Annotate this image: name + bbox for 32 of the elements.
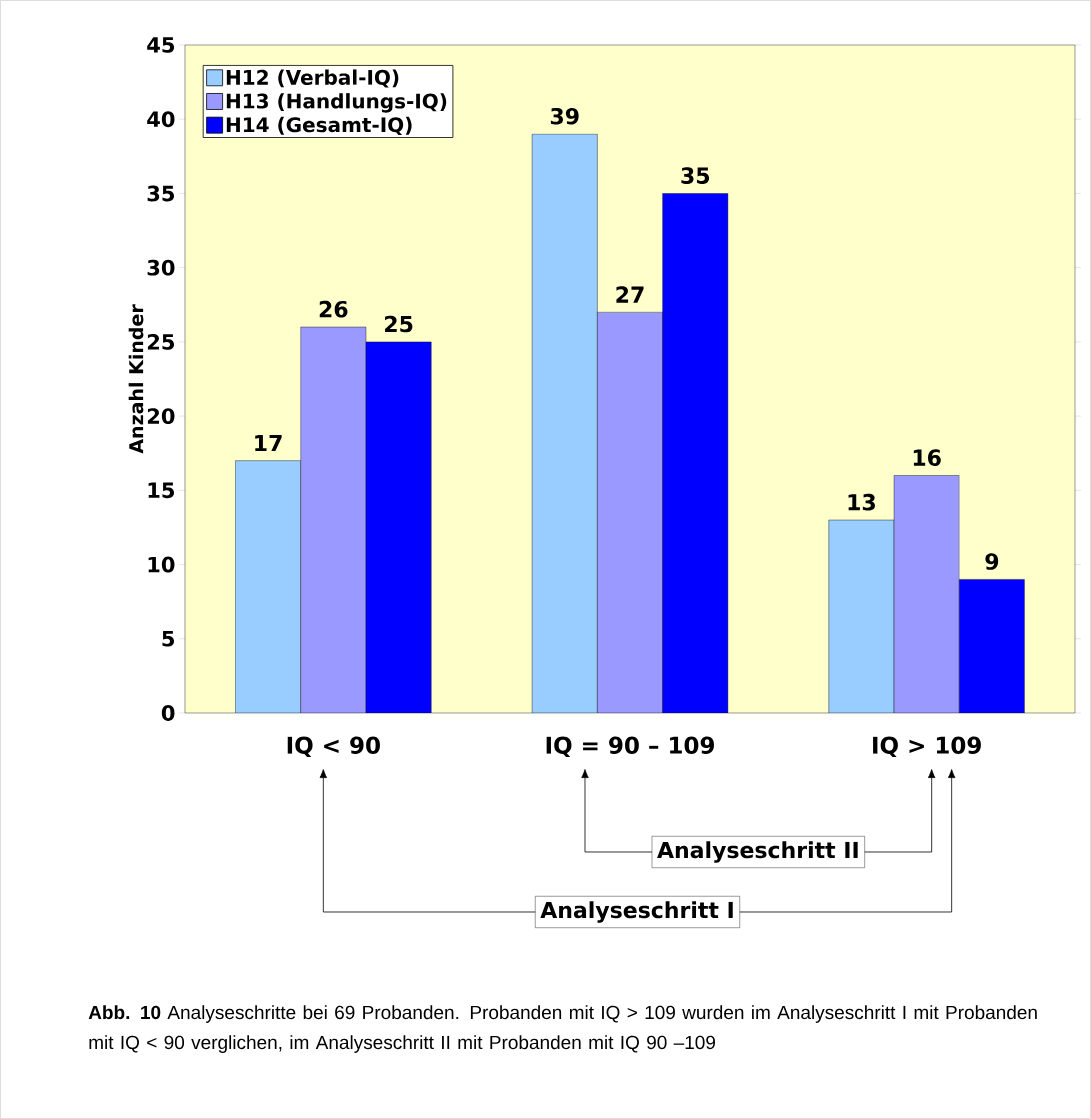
text: Abb. 10 Analyseschritte bei 69 Probanden. Probanden mit IQ > 109 wurden im Analyseschritt I mit Probanden mit IQ < 90 verglichen, im Analyseschritt II mit Probanden mit IQ 90 –109	[88, 1005, 1037, 1053]
bar	[893, 475, 960, 713]
data-label: 13	[848, 493, 875, 511]
x-tick-label: IQ < 90	[287, 736, 380, 757]
legend-label: H12 (Verbal-IQ)	[226, 69, 399, 88]
legend-label: H14 (Gesamt-IQ)	[226, 116, 412, 135]
text: Analyseschritt I	[540, 901, 733, 923]
y-tick-label: 10	[148, 556, 175, 573]
y-tick-label: 30	[147, 259, 175, 276]
y-tick-label: 40	[147, 111, 175, 128]
x-tick-label: IQ > 109	[873, 736, 981, 757]
data-label: 16	[913, 449, 941, 466]
y-tick-label: 45	[147, 37, 174, 53]
data-label: 35	[681, 167, 710, 184]
data-label: 26	[319, 300, 348, 318]
data-label: 27	[616, 286, 644, 303]
bar	[300, 326, 367, 713]
data-label: 25	[385, 315, 413, 333]
text: Analyseschritt II	[657, 841, 858, 863]
data-label: 17	[255, 435, 282, 452]
y-tick-label: 20	[147, 408, 175, 425]
data-label: 9	[985, 553, 999, 570]
y-tick-label: 5	[162, 630, 174, 647]
y-axis-title: Anzahl Kinder	[128, 304, 144, 454]
y-tick-label: 25	[147, 333, 174, 350]
y-tick-label: 35	[147, 185, 174, 202]
legend-label: H13 (Handlungs-IQ)	[226, 93, 447, 113]
x-tick-label: IQ = 90 – 109	[546, 736, 714, 757]
data-label: 39	[550, 107, 579, 125]
bar	[597, 312, 663, 713]
y-tick-label: 15	[148, 482, 174, 499]
y-tick-label: 0	[161, 705, 175, 721]
